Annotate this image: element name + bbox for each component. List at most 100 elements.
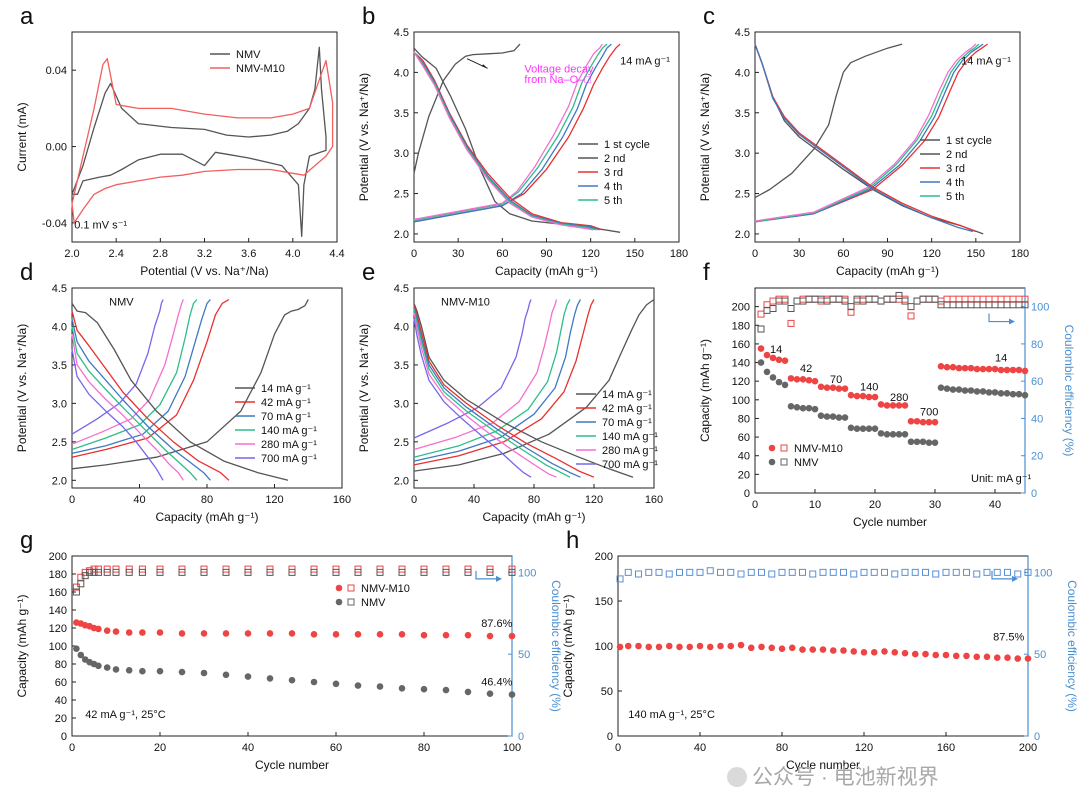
capacity-point	[809, 646, 817, 653]
legend-label: NMV	[794, 457, 819, 469]
capacity-point	[310, 678, 318, 686]
x-tick-label: 2.4	[109, 248, 124, 260]
ce-point	[676, 568, 683, 576]
capacity-point	[244, 673, 252, 680]
legend-swatch	[780, 444, 788, 452]
x-tick-label: 120	[265, 494, 283, 506]
y2-axis-title: Coulombic efficiency (%)	[1065, 580, 1079, 712]
x-tick-label: 20	[154, 742, 166, 754]
capacity-point	[665, 642, 673, 650]
ce-point	[860, 568, 868, 576]
capacity-point	[967, 387, 975, 394]
ce-point	[895, 295, 903, 303]
x-tick-label: 0	[411, 494, 417, 506]
y-tick-label: 3.0	[394, 398, 409, 410]
y-axis-title: Potential (V vs. Na⁺/Na)	[15, 324, 29, 452]
y-tick-label: 2.0	[52, 475, 67, 487]
ce-point	[793, 297, 801, 305]
x-tick-label: 100	[503, 742, 521, 754]
ce-point	[829, 568, 837, 576]
y2-tick-label: 80	[1031, 339, 1043, 351]
ce-point	[925, 295, 933, 303]
capacity-point	[919, 438, 927, 446]
x-tick-label: 20	[869, 499, 881, 511]
x-tick-label: 200	[1019, 742, 1037, 754]
capacity-point	[103, 627, 111, 634]
ce-point	[125, 568, 133, 576]
x-tick-label: 40	[242, 742, 254, 754]
ce-point	[983, 568, 991, 576]
capacity-point	[793, 403, 801, 411]
ce-point	[645, 568, 653, 576]
ce-point	[841, 297, 849, 305]
y-axis-title: Current (mA)	[15, 102, 29, 171]
capacity-point	[763, 351, 771, 359]
series-line-e-5	[413, 299, 532, 439]
ce-point	[77, 580, 85, 588]
ce-point	[823, 295, 831, 303]
ce-point	[112, 568, 120, 576]
capacity-point	[979, 388, 987, 395]
capacity-point	[103, 664, 111, 671]
capacity-point	[1004, 654, 1011, 661]
series-line-e-8	[413, 307, 581, 478]
ce-point	[809, 570, 817, 578]
capacity-point	[464, 688, 472, 696]
ce-point	[811, 295, 819, 303]
capacity-point	[332, 631, 340, 638]
y-tick-label: 200	[595, 551, 613, 563]
capacity-point	[332, 680, 340, 688]
y-tick-label: 20	[738, 469, 750, 481]
capacity-point	[819, 646, 827, 653]
x-tick-label: 180	[1011, 248, 1029, 260]
ce-point	[72, 588, 80, 596]
capacity-point	[178, 630, 186, 637]
y-tick-label: 140	[49, 605, 67, 617]
capacity-point	[799, 646, 806, 653]
ce-point	[883, 295, 891, 303]
legend-label: 42 mA g⁻¹	[602, 403, 652, 415]
legend-label: 2 nd	[604, 153, 625, 165]
series-line-b-0	[413, 43, 521, 174]
annotation: from Na–O–□	[524, 74, 591, 86]
y-tick-label: 0	[744, 488, 750, 500]
x-tick-label: 80	[418, 742, 430, 754]
capacity-point	[853, 425, 861, 433]
x-tick-label: 40	[468, 494, 480, 506]
x-axis-title: Capacity (mAh g⁻¹)	[155, 510, 258, 524]
capacity-point	[1009, 390, 1017, 398]
ce-point	[90, 568, 98, 576]
y-tick-label: 80	[55, 659, 67, 671]
y-tick-label: 100	[732, 395, 750, 407]
capacity-point	[775, 356, 783, 364]
y-tick-label: 4.5	[52, 283, 67, 295]
y-tick-label: 200	[732, 302, 750, 314]
panel-label: d	[20, 259, 33, 286]
x-tick-label: 4.4	[329, 248, 344, 260]
x-tick-label: 60	[496, 248, 508, 260]
capacity-point	[95, 625, 102, 633]
y-tick-label: 100	[595, 641, 613, 653]
plot-frame	[71, 31, 338, 243]
y2-tick-label: 0	[1031, 488, 1037, 500]
capacity-point	[871, 393, 879, 401]
series-line-b-8	[413, 51, 597, 231]
ce-point	[77, 573, 85, 581]
panel-g: g0 20 40 60 80 100020406080100120140160180200…	[15, 527, 563, 772]
x-tick-label: 0	[69, 494, 75, 506]
capacity-point	[1003, 366, 1011, 374]
capacity-point	[763, 368, 771, 376]
legend-swatch	[335, 598, 343, 606]
legend-swatch	[768, 458, 776, 466]
ce-point	[871, 295, 879, 303]
legend-label: 2 nd	[946, 149, 967, 161]
y-axis-title: Potential (V vs. Na⁺/Na)	[357, 73, 371, 201]
capacity-point	[1014, 655, 1022, 662]
capacity-point	[955, 364, 963, 372]
legend-label: 700 mA g⁻¹	[602, 459, 658, 471]
ce-point	[781, 295, 789, 303]
legend-swatch	[335, 584, 343, 592]
ce-point	[817, 297, 825, 305]
y-tick-label: 2.0	[394, 475, 409, 487]
y-tick-label: 4.5	[394, 27, 409, 39]
